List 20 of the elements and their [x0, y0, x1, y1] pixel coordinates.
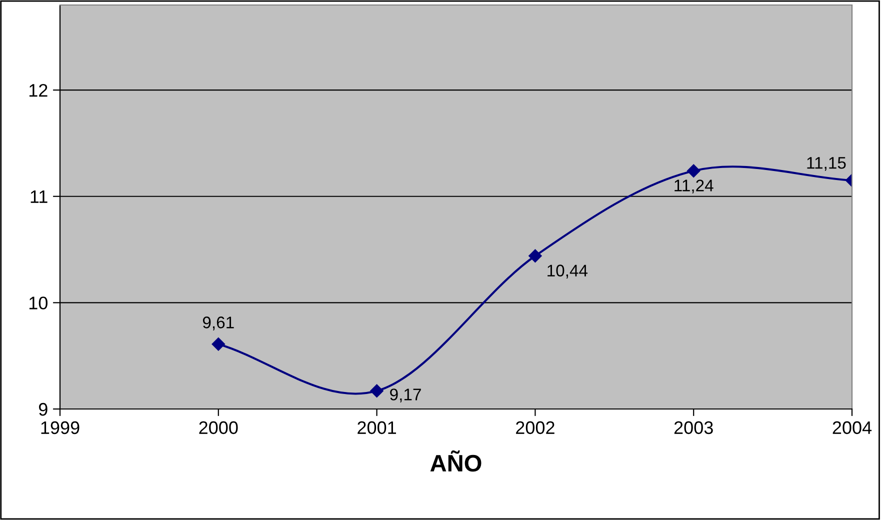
data-label: 11,24 [674, 180, 714, 194]
point [212, 338, 225, 351]
data-label: 11,15 [807, 157, 846, 171]
y-tick-label: 11 [30, 190, 48, 203]
point [528, 249, 542, 262]
x-tick-label: 2004 [832, 421, 872, 434]
x-tick-label: 2003 [674, 421, 713, 434]
x-tick-label: 1999 [41, 421, 80, 434]
data-label: 9,17 [390, 388, 421, 402]
data-label: 9,61 [202, 316, 234, 330]
x-tick-label: 2001 [358, 421, 396, 434]
y-tick-label: 9 [39, 402, 48, 416]
data-label: 10,44 [548, 264, 588, 278]
y-tick-label: 10 [29, 296, 48, 310]
point [687, 164, 700, 178]
y-tick-label: 12 [29, 84, 48, 97]
point [370, 384, 384, 398]
x-axis-title: AÑO [430, 450, 482, 472]
x-tick-label: 2000 [199, 421, 238, 434]
x-tick-label: 2002 [516, 421, 554, 434]
